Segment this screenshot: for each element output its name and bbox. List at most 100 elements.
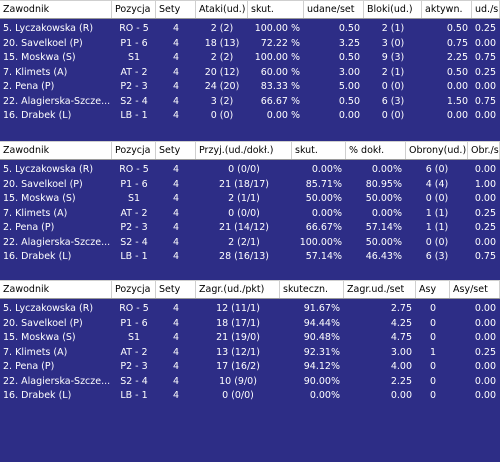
table-row[interactable]: 16. Drabek (L) LB - 1 4 0 (0/0) 0.00% 0.00 0 0.… bbox=[0, 389, 500, 403]
cell-sets: 4 bbox=[172, 390, 180, 401]
cell-reception-accuracy: 57.14% bbox=[365, 222, 402, 233]
cell-digs: 0 (0) bbox=[425, 193, 449, 204]
table-row[interactable]: 20. Savelkoel (P) P1 - 6 4 21 (18/17) 85.71%… bbox=[0, 178, 500, 192]
cell-player-name: 15. Moskwa (S) bbox=[3, 52, 76, 63]
column-header-position[interactable]: Pozycja bbox=[112, 1, 156, 18]
cell-sets: 4 bbox=[172, 317, 180, 329]
cell-player-name: 5. Lyczakowska (R) bbox=[3, 23, 94, 34]
cell-sets: 4 bbox=[172, 178, 180, 190]
cell-sets: 4 bbox=[172, 251, 180, 262]
cell-attacks: 24 (20) bbox=[204, 81, 240, 92]
cell-serve-efficiency: 0.00% bbox=[309, 390, 340, 401]
cell-serves: 0 (0/0) bbox=[222, 390, 254, 401]
table-row[interactable]: 5. Lyczakowska (R) RO - 5 4 12 (11/1) 91.67%… bbox=[0, 302, 500, 316]
cell-attacks-per-set: 0.50 bbox=[338, 95, 360, 107]
column-header-aces[interactable]: Asy bbox=[416, 281, 450, 298]
column-header-reception-accuracy[interactable]: % dokł. bbox=[346, 142, 406, 159]
cell-receptions: 21 (14/12) bbox=[219, 222, 269, 233]
cell-position: RO - 5 bbox=[119, 23, 149, 34]
table-row[interactable]: 7. Klimets (A) AT - 2 4 20 (12) 60.00 % 3.00 2… bbox=[0, 66, 500, 80]
column-header-receptions[interactable]: Przyj.(ud./dokł.) bbox=[196, 142, 292, 159]
cell-sets: 4 bbox=[172, 222, 180, 233]
table-row[interactable]: 16. Drabek (L) LB - 1 4 28 (16/13) 57.14% 46.… bbox=[0, 250, 500, 264]
column-header-serves[interactable]: Zagr.(ud./pkt) bbox=[196, 281, 280, 298]
cell-attack-efficiency: 100.00 % bbox=[254, 52, 300, 63]
cell-serves: 10 (9/0) bbox=[219, 375, 257, 387]
column-header-blocks-per-set[interactable]: ud./s bbox=[472, 1, 500, 18]
cell-position: P1 - 6 bbox=[120, 37, 148, 49]
column-header-serves-per-set[interactable]: Zagr.ud./set bbox=[344, 281, 416, 298]
table-header: Zawodnik Pozycja Sety Zagr.(ud./pkt) skutecz… bbox=[0, 280, 500, 299]
table-row[interactable]: 7. Klimets (A) AT - 2 4 13 (12/1) 92.31% 3.00… bbox=[0, 346, 500, 360]
column-header-digs-per-set[interactable]: Obr./se bbox=[468, 142, 500, 159]
cell-position: S2 - 4 bbox=[120, 375, 148, 387]
column-header-sets[interactable]: Sety bbox=[156, 281, 196, 298]
cell-serves-per-set: 2.75 bbox=[390, 303, 412, 314]
cell-digs: 6 (3) bbox=[425, 251, 449, 262]
cell-serves-per-set: 0.00 bbox=[390, 390, 412, 401]
cell-aces-per-set: 0.00 bbox=[474, 303, 496, 314]
cell-attacks: 2 (2) bbox=[210, 23, 234, 34]
column-header-attack-efficiency[interactable]: skut. bbox=[248, 1, 304, 18]
cell-sets: 4 bbox=[172, 95, 180, 107]
cell-aces-per-set: 0.00 bbox=[474, 375, 496, 387]
column-header-aces-per-set[interactable]: Asy/set bbox=[450, 281, 500, 298]
table-header: Zawodnik Pozycja Sety Ataki(ud.) skut. udane/… bbox=[0, 0, 500, 19]
cell-digs: 6 (0) bbox=[425, 164, 449, 175]
cell-blocks: 0 (0) bbox=[381, 110, 405, 121]
table-row[interactable]: 15. Moskwa (S) S1 4 2 (2) 100.00 % 0.50 9 (3) 2… bbox=[0, 51, 500, 65]
column-header-position[interactable]: Pozycja bbox=[112, 142, 156, 159]
cell-block-activity: 0.75 bbox=[446, 37, 468, 49]
cell-block-activity: 0.50 bbox=[446, 23, 468, 34]
table-row[interactable]: 20. Savelkoel (P) P1 - 6 4 18 (17/1) 94.44% 4… bbox=[0, 317, 500, 331]
column-header-reception-efficiency[interactable]: skut. bbox=[292, 142, 346, 159]
column-header-sets[interactable]: Sety bbox=[156, 1, 196, 18]
column-header-blocks[interactable]: Bloki(ud.) bbox=[364, 1, 422, 18]
cell-position: S1 bbox=[127, 332, 141, 343]
table-row[interactable]: 5. Lyczakowska (R) RO - 5 4 2 (2) 100.00 % 0.… bbox=[0, 22, 500, 36]
table-row[interactable]: 2. Pena (P) P2 - 3 4 24 (20) 83.33 % 5.00 0 (0… bbox=[0, 80, 500, 94]
cell-player-name: 20. Savelkoel (P) bbox=[3, 37, 83, 49]
cell-reception-efficiency: 57.14% bbox=[305, 251, 342, 262]
column-header-player-name[interactable]: Zawodnik bbox=[0, 1, 112, 18]
table-row[interactable]: 15. Moskwa (S) S1 4 2 (1/1) 50.00% 50.00% 0 (0… bbox=[0, 192, 500, 206]
column-header-serve-efficiency[interactable]: skuteczn. bbox=[280, 281, 344, 298]
cell-digs-per-set: 1.00 bbox=[474, 178, 496, 190]
cell-sets: 4 bbox=[172, 66, 180, 78]
table-row[interactable]: 16. Drabek (L) LB - 1 4 0 (0) 0.00 % 0.00 0 (0… bbox=[0, 109, 500, 123]
cell-player-name: 2. Pena (P) bbox=[3, 361, 55, 372]
cell-reception-accuracy: 50.00% bbox=[365, 193, 402, 204]
table-row[interactable]: 22. Alagierska-Szcze... S2 - 4 4 3 (2) 66.67… bbox=[0, 95, 500, 109]
column-header-player-name[interactable]: Zawodnik bbox=[0, 142, 112, 159]
column-header-attacks[interactable]: Ataki(ud.) bbox=[196, 1, 248, 18]
cell-digs: 1 (1) bbox=[425, 222, 449, 233]
table-row[interactable]: 7. Klimets (A) AT - 2 4 0 (0/0) 0.00% 0.00% 1 … bbox=[0, 207, 500, 221]
cell-position: RO - 5 bbox=[119, 164, 149, 175]
cell-sets: 4 bbox=[172, 361, 180, 372]
cell-position: P2 - 3 bbox=[120, 81, 148, 92]
table-row[interactable]: 22. Alagierska-Szcze... S2 - 4 4 10 (9/0) 90… bbox=[0, 375, 500, 389]
column-header-digs[interactable]: Obrony(ud.) bbox=[406, 142, 468, 159]
cell-player-name: 15. Moskwa (S) bbox=[3, 332, 76, 343]
column-header-position[interactable]: Pozycja bbox=[112, 281, 156, 298]
cell-digs-per-set: 0.00 bbox=[474, 236, 496, 248]
table-row[interactable]: 22. Alagierska-Szcze... S2 - 4 4 2 (2/1) 100… bbox=[0, 236, 500, 250]
table-row[interactable]: 5. Lyczakowska (R) RO - 5 4 0 (0/0) 0.00% 0.0… bbox=[0, 163, 500, 177]
cell-attacks-per-set: 5.00 bbox=[338, 81, 360, 92]
table-row[interactable]: 20. Savelkoel (P) P1 - 6 4 18 (13) 72.22 % 3.… bbox=[0, 37, 500, 51]
cell-position: S2 - 4 bbox=[120, 236, 148, 248]
column-header-block-activity[interactable]: aktywn. bbox=[422, 1, 472, 18]
cell-receptions: 28 (16/13) bbox=[219, 251, 269, 262]
cell-reception-efficiency: 100.00% bbox=[299, 236, 342, 248]
column-header-player-name[interactable]: Zawodnik bbox=[0, 281, 112, 298]
column-header-sets[interactable]: Sety bbox=[156, 142, 196, 159]
cell-digs: 1 (1) bbox=[425, 207, 449, 219]
cell-aces: 0 bbox=[429, 303, 437, 314]
column-header-attacks-per-set[interactable]: udane/set bbox=[304, 1, 364, 18]
cell-attacks: 18 (13) bbox=[204, 37, 240, 49]
table-row[interactable]: 2. Pena (P) P2 - 3 4 17 (16/2) 94.12% 4.00 0 0.… bbox=[0, 360, 500, 374]
cell-sets: 4 bbox=[172, 332, 180, 343]
table-row[interactable]: 15. Moskwa (S) S1 4 21 (19/0) 90.48% 4.75 0 0.0… bbox=[0, 331, 500, 345]
table-row[interactable]: 2. Pena (P) P2 - 3 4 21 (14/12) 66.67% 57.14%… bbox=[0, 221, 500, 235]
cell-player-name: 7. Klimets (A) bbox=[3, 66, 68, 78]
